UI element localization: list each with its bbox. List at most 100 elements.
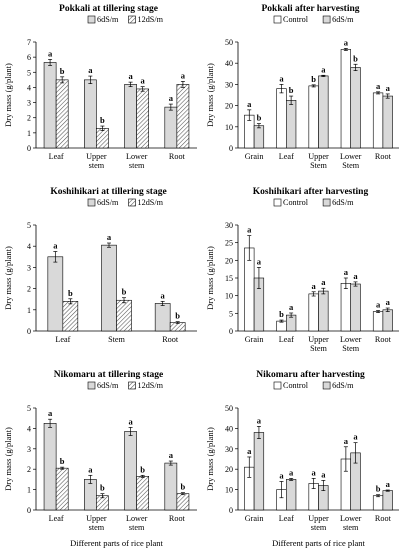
significance-label: a: [247, 225, 252, 235]
category-label: Root: [375, 152, 392, 161]
legend-swatch: [87, 198, 96, 207]
y-tick-label: 2: [27, 465, 31, 474]
legend-swatch: [128, 381, 136, 390]
bar: [176, 493, 190, 511]
legend-label: 6dS/m: [332, 381, 354, 390]
bar: [372, 92, 384, 149]
significance-label: a: [48, 408, 53, 418]
y-tick-label: 3: [27, 99, 31, 108]
x-axis-label: Different parts of rice plant: [70, 538, 163, 548]
y-tick-label: 4: [27, 424, 31, 433]
legend-label: 6dS/m: [97, 198, 119, 207]
y-tick-label: 0: [229, 327, 233, 336]
bar: [286, 479, 297, 511]
legend-swatch: [273, 15, 282, 24]
y-tick-label: 3: [27, 445, 31, 454]
y-tick-label: 50: [225, 404, 233, 413]
bar: [382, 490, 393, 511]
category-label: Leaf: [49, 514, 64, 523]
bar: [84, 79, 97, 149]
bar: [136, 88, 149, 149]
category-label: Root: [375, 335, 392, 344]
significance-label: b: [311, 74, 316, 84]
significance-label: a: [353, 432, 358, 442]
significance-label: a: [107, 232, 112, 242]
bar: [176, 84, 190, 149]
legend-label: Control: [283, 381, 309, 390]
bar: [96, 128, 109, 149]
significance-label: a: [169, 93, 174, 103]
category-label: Stem: [310, 161, 327, 170]
category-label: Grain: [245, 514, 264, 523]
legend-swatch: [87, 15, 96, 24]
bar: [43, 422, 57, 511]
bar: [340, 283, 351, 332]
legend-label: 6dS/m: [97, 15, 119, 24]
y-axis-label: Dry mass (g/plant): [205, 63, 215, 127]
category-label: Grain: [245, 152, 264, 161]
significance-label: a: [386, 479, 391, 489]
bar: [340, 49, 351, 149]
category-label: Stem: [310, 344, 327, 353]
significance-label: a: [141, 76, 146, 86]
bar: [84, 479, 97, 511]
bar: [55, 79, 69, 149]
category-label: stem: [89, 523, 105, 532]
category-label: Grain: [245, 335, 264, 344]
significance-label: a: [279, 470, 284, 480]
significance-label: b: [100, 483, 105, 493]
bar: [154, 303, 171, 332]
significance-label: a: [386, 297, 391, 307]
chart-pokkali-harvesting: Pokkali after harvesting Control 6dS/m 0 10 2…: [202, 0, 403, 183]
y-tick-label: 25: [225, 239, 233, 248]
category-label: Root: [162, 335, 179, 344]
legend-swatch: [128, 198, 136, 207]
significance-label: a: [353, 271, 358, 281]
significance-label: a: [169, 450, 174, 460]
legend-label: 12dS/m: [138, 198, 164, 207]
legend-swatch: [322, 198, 331, 207]
category-label: Upper: [86, 514, 107, 523]
category-label: stem: [311, 523, 327, 532]
y-tick-label: 30: [225, 445, 233, 454]
y-tick-label: 10: [225, 292, 233, 301]
legend-label: 12dS/m: [138, 15, 164, 24]
significance-label: a: [376, 81, 381, 91]
bar: [350, 67, 361, 149]
bar: [164, 106, 178, 149]
y-tick-label: 5: [27, 221, 31, 230]
significance-label: a: [257, 415, 262, 425]
bar: [286, 100, 297, 149]
significance-label: b: [122, 287, 127, 297]
chart-nikomaru-tillering: Nikomaru at tillering stage 6dS/m 12dS/m 0 1…: [0, 366, 201, 550]
chart-title: Pokkali at tillering stage: [59, 4, 158, 14]
bar: [169, 322, 186, 332]
significance-label: b: [100, 115, 105, 125]
legend-label: 6dS/m: [97, 381, 119, 390]
bar: [308, 85, 319, 149]
y-tick-label: 10: [225, 486, 233, 495]
y-tick-label: 20: [225, 102, 233, 111]
significance-label: a: [289, 302, 294, 312]
significance-label: b: [279, 309, 284, 319]
y-tick-label: 20: [225, 465, 233, 474]
significance-label: b: [60, 456, 65, 466]
y-tick-label: 40: [225, 424, 233, 433]
category-label: Leaf: [55, 335, 70, 344]
significance-label: a: [321, 469, 326, 479]
y-axis-label: Dry mass (g/plant): [3, 427, 13, 491]
significance-label: b: [140, 464, 145, 474]
y-tick-label: 0: [229, 506, 233, 515]
significance-label: a: [257, 256, 262, 266]
legend-label: Control: [283, 15, 309, 24]
y-tick-label: 10: [225, 123, 233, 132]
significance-label: a: [181, 70, 186, 80]
bar: [308, 293, 319, 332]
chart-title: Koshihikari after harvesting: [253, 187, 369, 197]
bar: [62, 301, 79, 332]
category-label: Leaf: [279, 514, 294, 523]
